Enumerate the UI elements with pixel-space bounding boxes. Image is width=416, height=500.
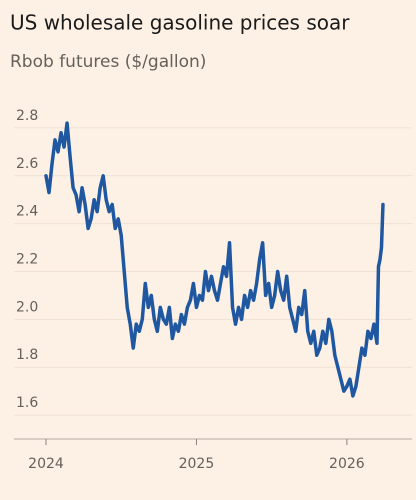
price-line (44, 121, 385, 398)
y-tick-label: 1.6 (16, 395, 38, 411)
y-tick-label: 2.6 (16, 156, 38, 172)
y-tick-label: 2.0 (16, 299, 38, 315)
y-tick-label: 2.2 (16, 252, 38, 268)
y-tick-label: 2.4 (16, 204, 38, 220)
x-tick-label: 2026 (329, 456, 365, 472)
chart-title: US wholesale gasoline prices soar (10, 11, 350, 35)
chart-subtitle: Rbob futures ($/gallon) (10, 52, 206, 72)
x-tick-label: 2024 (28, 456, 64, 472)
y-tick-label: 2.8 (16, 108, 38, 124)
x-tick-label: 2025 (179, 456, 215, 472)
y-tick-label: 1.8 (16, 347, 38, 363)
